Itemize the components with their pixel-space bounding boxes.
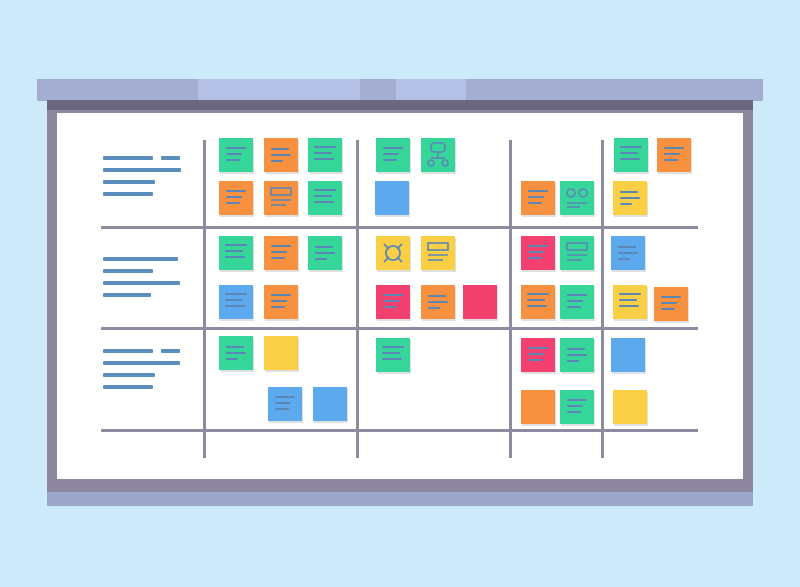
sticky-note-orange[interactable]: [654, 287, 688, 321]
column-divider: [509, 140, 512, 458]
sticky-note-green[interactable]: [219, 138, 253, 172]
sticky-note-green[interactable]: [219, 336, 253, 370]
sticky-note-yellow[interactable]: [376, 236, 410, 270]
row-divider: [101, 327, 698, 330]
sticky-note-pink[interactable]: [521, 338, 555, 372]
column-divider: [203, 140, 206, 458]
wireframe-icon: [270, 187, 292, 206]
sticky-note-orange[interactable]: [219, 181, 253, 215]
sticky-note-blue[interactable]: [219, 285, 253, 319]
circles-icon: [566, 188, 588, 208]
sticky-note-blue[interactable]: [268, 387, 302, 421]
rail-highlight: [198, 79, 360, 101]
sticky-note-green[interactable]: [560, 181, 594, 215]
sticky-note-green[interactable]: [560, 338, 594, 372]
target-icon: [383, 243, 403, 263]
row-divider: [101, 226, 698, 229]
sticky-note-green[interactable]: [376, 338, 410, 372]
sticky-note-green[interactable]: [560, 236, 594, 270]
flowchart-icon: [427, 142, 449, 167]
column-divider: [601, 140, 604, 458]
sticky-note-green[interactable]: [376, 138, 410, 172]
whiteboard-frame-shadow: [47, 100, 753, 110]
sticky-note-green[interactable]: [421, 138, 455, 172]
sticky-note-orange[interactable]: [264, 138, 298, 172]
sticky-note-green[interactable]: [308, 236, 342, 270]
sticky-note-yellow[interactable]: [613, 285, 647, 319]
sticky-note-blue[interactable]: [375, 181, 409, 215]
wireframe-icon: [566, 242, 588, 261]
sticky-note-green[interactable]: [560, 390, 594, 424]
row-divider: [101, 429, 698, 432]
sticky-note-blue[interactable]: [313, 387, 347, 421]
sticky-note-green[interactable]: [560, 285, 594, 319]
whiteboard-base: [47, 492, 753, 506]
sticky-note-green[interactable]: [308, 181, 342, 215]
sticky-note-orange[interactable]: [264, 236, 298, 270]
sticky-note-pink[interactable]: [376, 285, 410, 319]
sticky-note-yellow[interactable]: [264, 336, 298, 370]
sticky-note-blue[interactable]: [611, 338, 645, 372]
sticky-note-orange[interactable]: [421, 285, 455, 319]
sticky-note-orange[interactable]: [521, 390, 555, 424]
sticky-note-yellow[interactable]: [613, 181, 647, 215]
sticky-note-green[interactable]: [219, 236, 253, 270]
column-divider: [356, 140, 359, 458]
sticky-note-pink[interactable]: [463, 285, 497, 319]
sticky-note-orange[interactable]: [264, 285, 298, 319]
sticky-note-orange[interactable]: [521, 181, 555, 215]
sticky-note-orange[interactable]: [657, 138, 691, 172]
sticky-note-green[interactable]: [614, 138, 648, 172]
sticky-note-green[interactable]: [308, 138, 342, 172]
sticky-note-orange[interactable]: [521, 285, 555, 319]
sticky-note-orange[interactable]: [264, 181, 298, 215]
rail-highlight: [396, 79, 466, 101]
wireframe-icon: [427, 242, 449, 261]
sticky-note-yellow[interactable]: [613, 390, 647, 424]
sticky-note-blue[interactable]: [611, 236, 645, 270]
sticky-note-yellow[interactable]: [421, 236, 455, 270]
sticky-note-pink[interactable]: [521, 236, 555, 270]
